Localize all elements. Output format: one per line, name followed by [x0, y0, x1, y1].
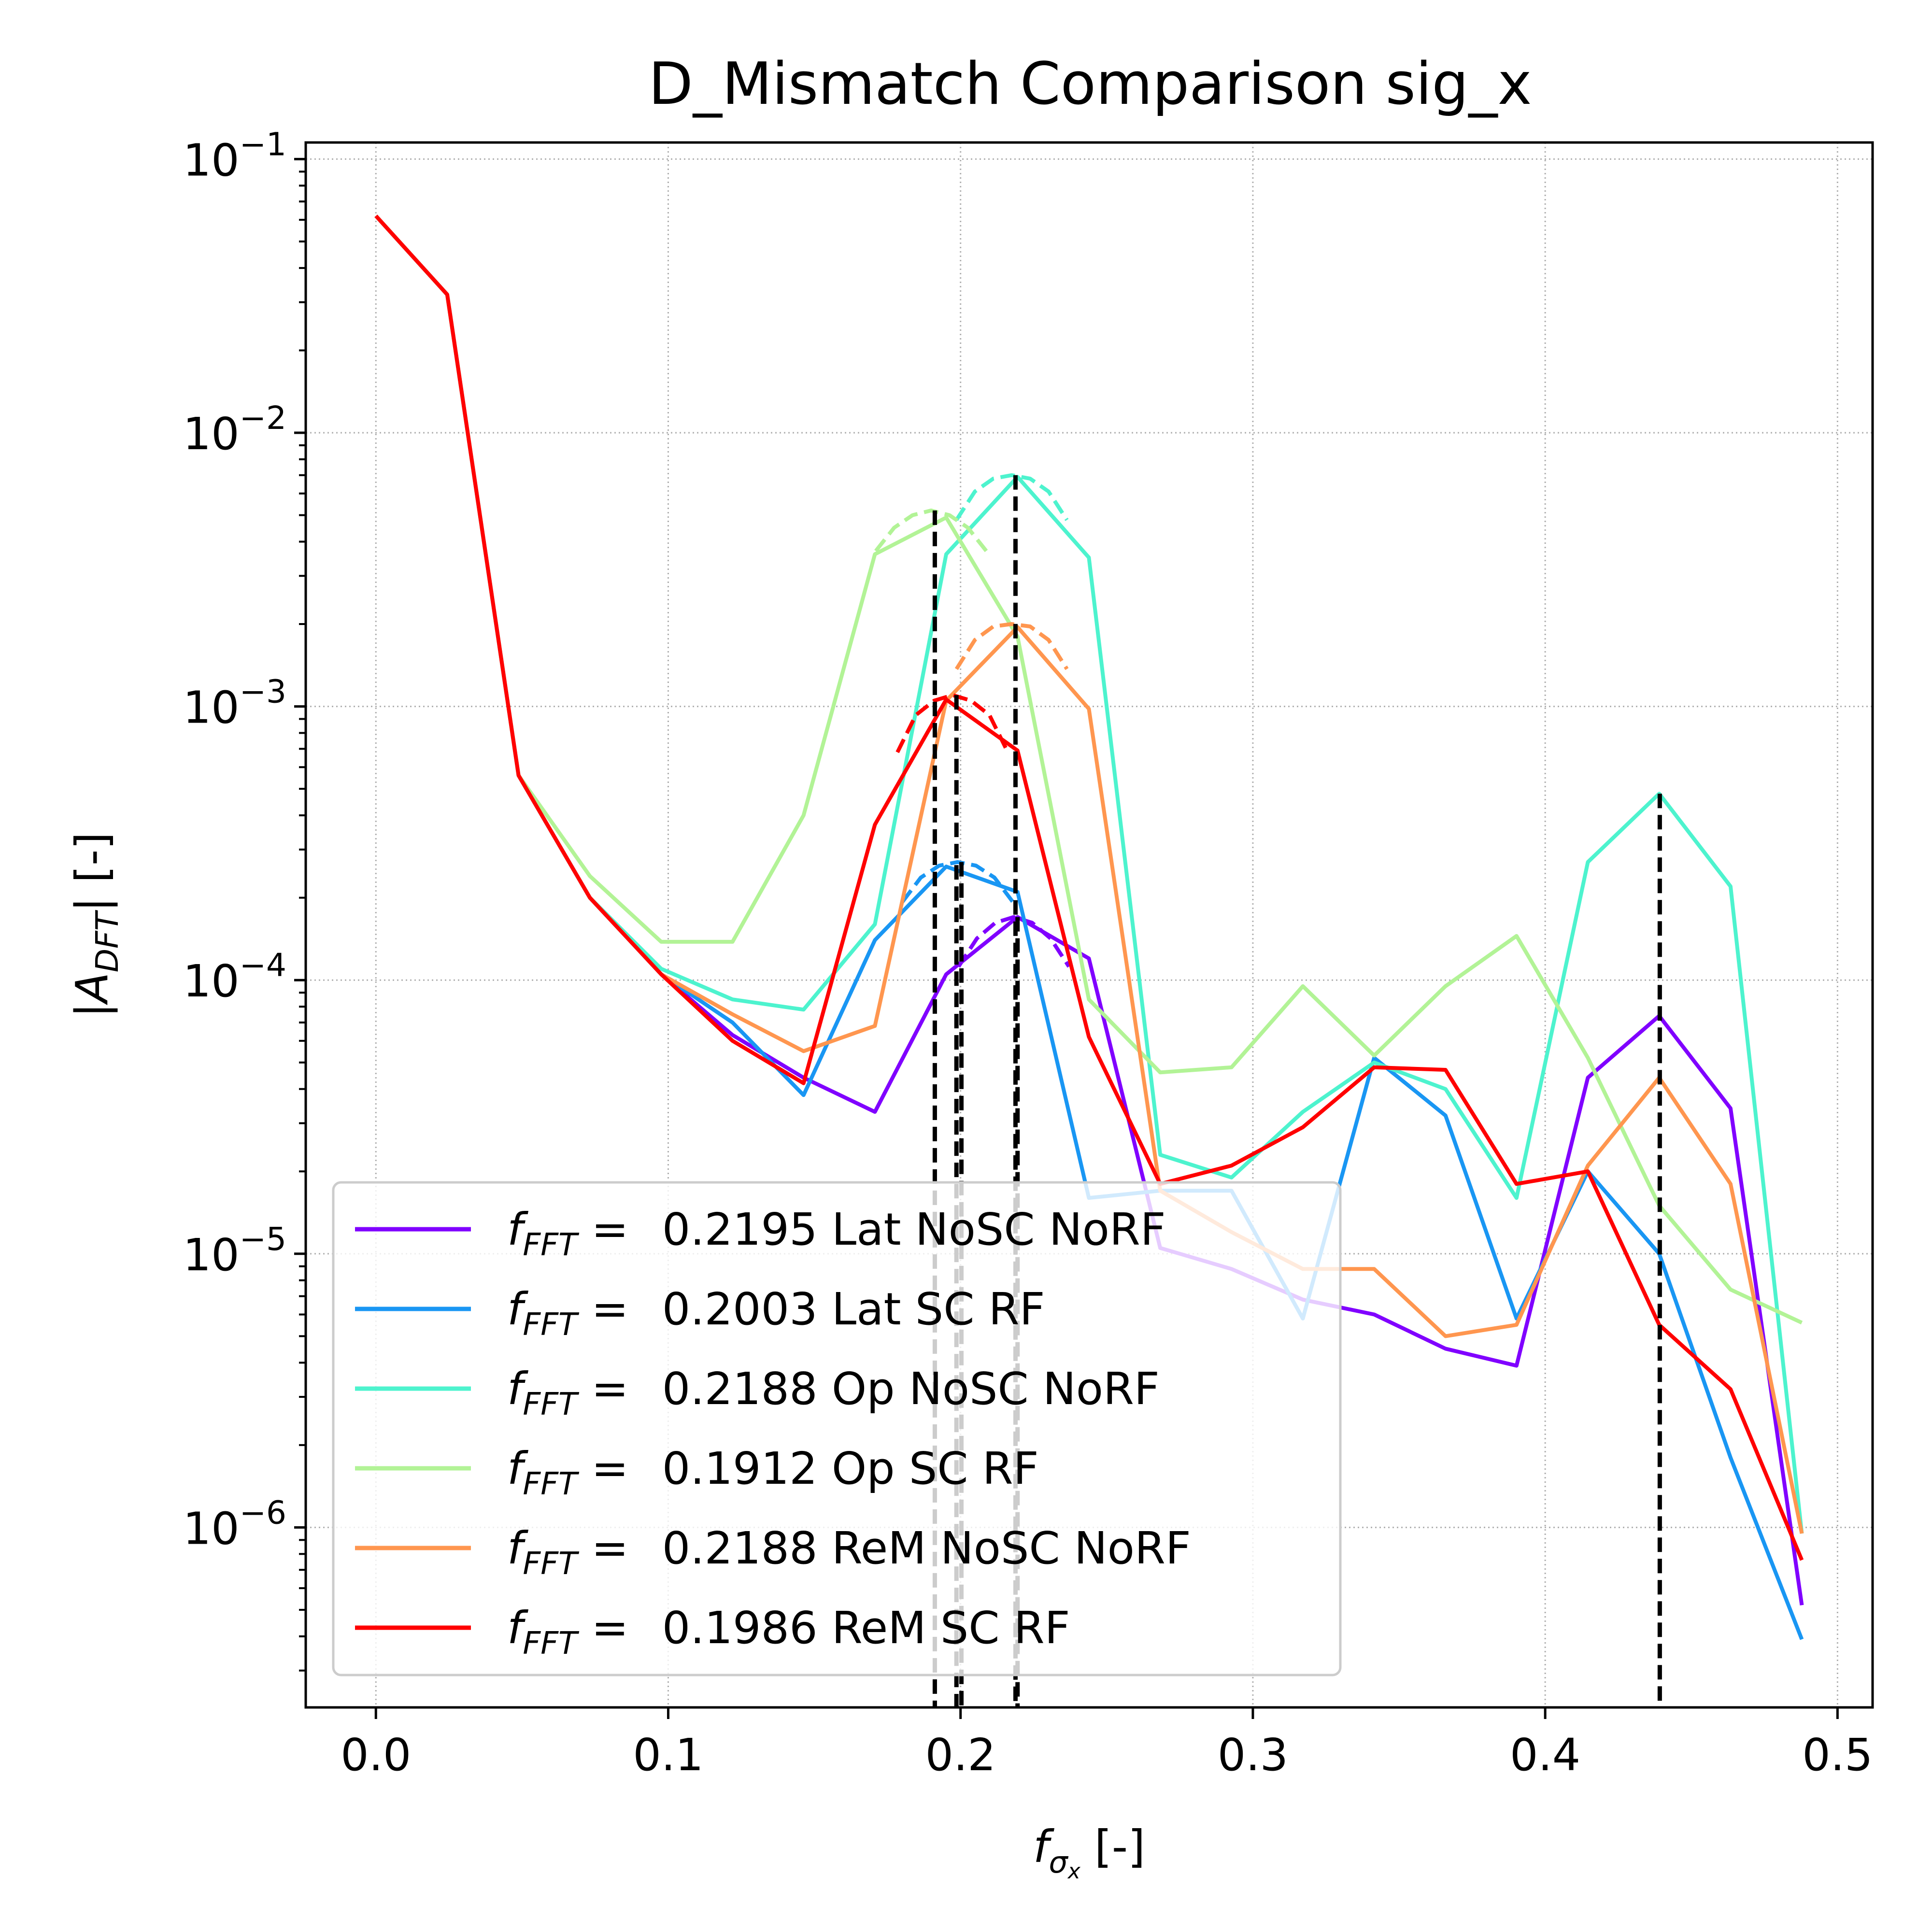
- legend-label-sub: FFT: [523, 1387, 580, 1422]
- legend-label-eq: =: [577, 1602, 643, 1654]
- y-axis-label-pre: |A: [66, 972, 118, 1018]
- x-tick-label: 0.2: [925, 1729, 996, 1781]
- y-tick-label: 10−5: [183, 1221, 286, 1281]
- y-axis-label: |ADFT| [-]: [66, 832, 126, 1018]
- y-tick-label-base: 10: [183, 1503, 240, 1554]
- series-fit-curve: [957, 915, 1071, 968]
- x-axis-label-unit: [-]: [1094, 1821, 1145, 1873]
- legend-label-sub: FFT: [523, 1626, 580, 1662]
- y-tick-label-base: 10: [183, 408, 240, 460]
- legend-label-sub: FFT: [523, 1307, 580, 1343]
- y-tick-label: 10−1: [183, 126, 286, 186]
- legend-frame: [332, 1181, 1342, 1676]
- legend-label-text: 0.1986 ReM SC RF: [662, 1602, 1070, 1654]
- y-tick-labels: 10−110−210−310−410−510−6: [183, 126, 286, 1554]
- legend-label-eq: =: [577, 1522, 643, 1574]
- legend-entry: fFFT = 0.1986 ReM SC RF: [355, 1602, 1070, 1662]
- y-tick-label-base: 10: [183, 134, 240, 186]
- legend-label-sub: FFT: [523, 1227, 580, 1263]
- legend-label-text: 0.1912 Op SC RF: [662, 1443, 1039, 1494]
- series-fit-curve: [954, 622, 1069, 670]
- legend-entry: fFFT = 0.2188 Op NoSC NoRF: [355, 1363, 1160, 1422]
- y-tick-label-exp: −1: [240, 126, 286, 163]
- major-ticks: [294, 157, 1839, 1719]
- x-axis-label-subsub: x: [1067, 1859, 1081, 1884]
- y-tick-label-exp: −2: [240, 399, 286, 437]
- legend-label-text: 0.2188 Op NoSC NoRF: [662, 1363, 1160, 1415]
- legend-label-text: 0.2188 ReM NoSC NoRF: [662, 1522, 1191, 1574]
- y-axis-label-sub: DFT: [90, 909, 126, 972]
- chart-title: D_Mismatch Comparison sig_x: [648, 51, 1532, 118]
- x-tick-label: 0.3: [1218, 1729, 1288, 1781]
- x-tick-labels: 0.0 0.1 0.2 0.3 0.4 0.5: [341, 1729, 1873, 1781]
- x-tick-label: 0.0: [341, 1729, 411, 1781]
- legend-entry: fFFT = 0.2195 Lat NoSC NoRF: [355, 1204, 1166, 1263]
- y-tick-label-exp: −6: [240, 1494, 286, 1531]
- x-tick-label: 0.4: [1510, 1729, 1580, 1781]
- series-6: [374, 214, 1804, 1561]
- legend-label: fFFT = 0.2188 Op NoSC NoRF: [507, 1363, 1160, 1422]
- axes-frame: [304, 141, 1874, 1709]
- legend-label-sub: FFT: [523, 1546, 580, 1582]
- x-axis-label-space: [1080, 1821, 1094, 1873]
- legend-label: fFFT = 0.2195 Lat NoSC NoRF: [507, 1204, 1166, 1263]
- legend-entry: fFFT = 0.2188 ReM NoSC NoRF: [355, 1522, 1191, 1582]
- legend-label-eq: =: [577, 1363, 643, 1415]
- y-tick-label: 10−2: [183, 399, 286, 460]
- y-tick-label: 10−6: [183, 1494, 286, 1554]
- legend-label: fFFT = 0.1986 ReM SC RF: [507, 1602, 1070, 1662]
- x-axis-label: fσx [-]: [1033, 1821, 1145, 1884]
- y-tick-label-exp: −3: [240, 673, 286, 710]
- y-tick-label: 10−4: [183, 947, 286, 1007]
- legend-label: fFFT = 0.2188 ReM NoSC NoRF: [507, 1522, 1191, 1582]
- legend-entries: fFFT = 0.2195 Lat NoSC NoRF fFFT = 0.2003…: [355, 1204, 1191, 1662]
- series-line: [374, 214, 1804, 1561]
- y-tick-label-exp: −5: [240, 1221, 286, 1258]
- x-tick-label: 0.1: [633, 1729, 703, 1781]
- y-tick-label-base: 10: [183, 955, 240, 1007]
- legend-label-sub: FFT: [523, 1466, 580, 1502]
- y-tick-label-base: 10: [183, 682, 240, 734]
- legend-label-eq: =: [577, 1204, 643, 1255]
- legend-label-text: 0.2003 Lat SC RF: [662, 1283, 1045, 1335]
- y-tick-label: 10−3: [183, 673, 286, 734]
- series-line: [374, 214, 1803, 1325]
- y-tick-label-exp: −4: [240, 947, 286, 984]
- y-axis-label-post: | [-]: [66, 832, 118, 912]
- series-fit-curve: [901, 860, 1015, 903]
- series-4: [374, 214, 1803, 1325]
- series-fit-curve: [874, 508, 988, 553]
- legend-label: fFFT = 0.1912 Op SC RF: [507, 1443, 1039, 1502]
- legend-label-text: 0.2195 Lat NoSC NoRF: [662, 1204, 1166, 1255]
- legend-label-eq: =: [577, 1283, 643, 1335]
- series-fit-curve: [954, 473, 1069, 521]
- legend: fFFT = 0.2195 Lat NoSC NoRF fFFT = 0.2003…: [332, 1181, 1342, 1676]
- legend-entry: fFFT = 0.2003 Lat SC RF: [355, 1283, 1045, 1343]
- x-axis-label-sub: σ: [1049, 1845, 1068, 1880]
- x-tick-label: 0.5: [1802, 1729, 1873, 1781]
- legend-label-eq: =: [577, 1443, 643, 1494]
- y-tick-label-base: 10: [183, 1229, 240, 1281]
- legend-label: fFFT = 0.2003 Lat SC RF: [507, 1283, 1045, 1343]
